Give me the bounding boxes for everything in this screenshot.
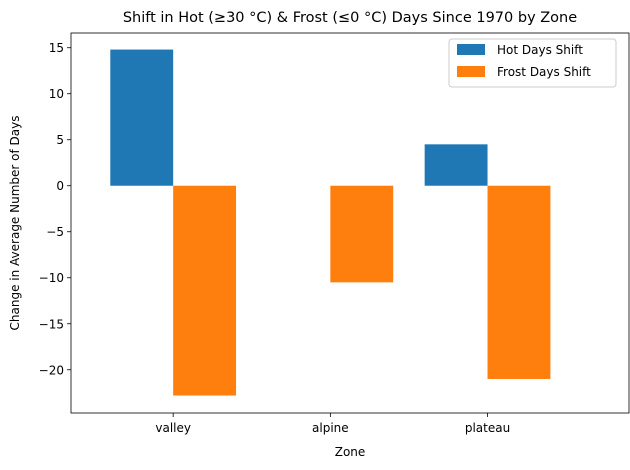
x-axis: valley alpine plateau	[155, 413, 510, 435]
y-tick-label: 10	[49, 87, 64, 101]
chart-title: Shift in Hot (≥30 °C) & Frost (≤0 °C) Da…	[123, 10, 577, 26]
y-tick-label: −5	[46, 225, 64, 239]
legend-swatch-frost	[457, 66, 485, 77]
legend: Hot Days Shift Frost Days Shift	[448, 38, 617, 88]
bar-hot-plateau	[424, 144, 488, 186]
plot-area	[110, 49, 551, 396]
legend-label-frost: Frost Days Shift	[497, 65, 591, 79]
legend-label-hot: Hot Days Shift	[497, 43, 583, 57]
y-tick-label: −20	[39, 363, 64, 377]
y-tick-label: 0	[56, 179, 64, 193]
y-tick-label: 15	[49, 41, 64, 55]
y-axis-label: Change in Average Number of Days	[8, 116, 22, 331]
legend-swatch-hot	[457, 44, 485, 55]
y-tick-label: 5	[56, 133, 64, 147]
bar-hot-valley	[110, 49, 174, 186]
bar-frost-alpine	[330, 185, 394, 283]
x-tick-label: valley	[155, 421, 191, 435]
legend-box	[448, 38, 617, 88]
x-tick-label: alpine	[312, 421, 349, 435]
bar-frost-plateau	[487, 185, 551, 379]
x-axis-label: Zone	[335, 445, 366, 459]
y-axis: 15 10 5 0 −5 −10 −15 −20	[39, 41, 71, 377]
x-tick-label: plateau	[465, 421, 510, 435]
y-tick-label: −15	[39, 317, 64, 331]
y-tick-label: −10	[39, 271, 64, 285]
plot-frame	[70, 32, 630, 414]
bar-frost-valley	[173, 185, 237, 396]
